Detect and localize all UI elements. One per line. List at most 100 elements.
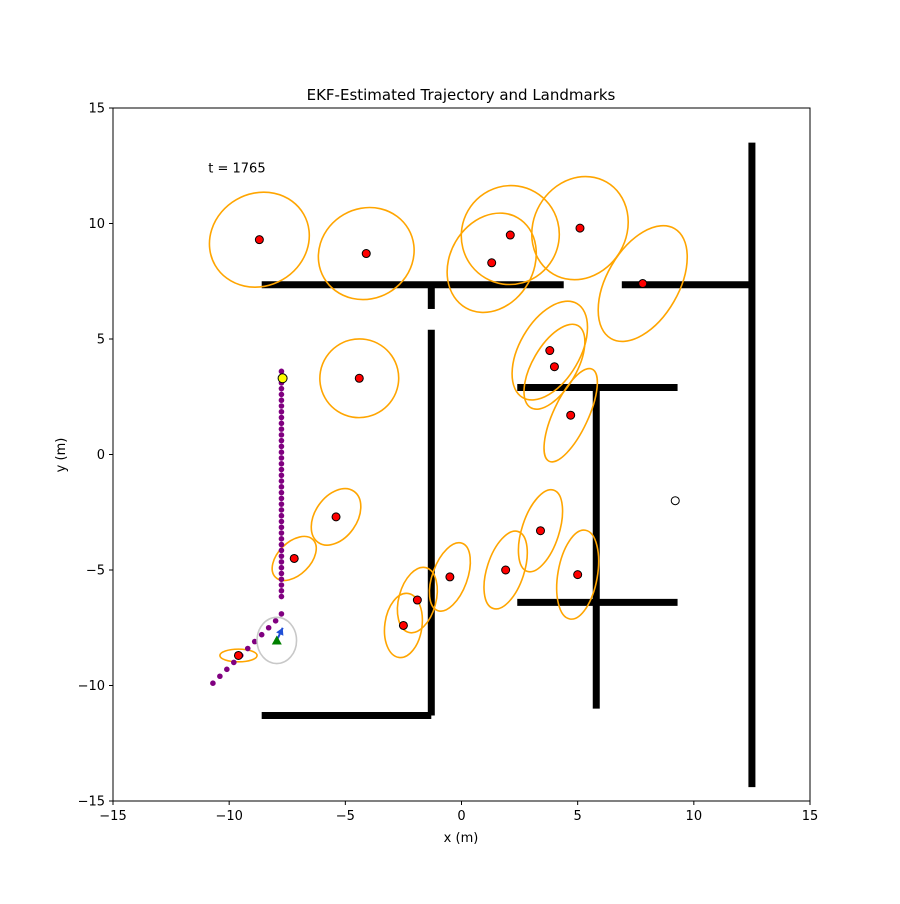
trajectory-point-10 <box>278 426 285 432</box>
trajectory-point-42 <box>265 624 272 631</box>
y-axis-label: y (m) <box>54 438 69 473</box>
trajectory-point-45 <box>244 645 251 652</box>
trajectory-point-3 <box>278 385 285 392</box>
landmark-point-4 <box>575 223 585 233</box>
ticks-layer: −15 −10 −5 0 5 10 15 −15 −10 −5 0 5 10 15 <box>78 102 819 825</box>
trajectory-point-5 <box>278 397 285 404</box>
landmark-point-10 <box>331 512 341 522</box>
trajectory-point-29 <box>278 536 285 542</box>
time-annotation: t = 1765 <box>208 162 265 177</box>
trajectory-point-43 <box>258 631 265 638</box>
trajectory-point-38 <box>278 587 285 594</box>
trajectory-point-26 <box>278 518 285 525</box>
trajectory-point-50 <box>210 680 216 686</box>
landmark-ellipse-0 <box>208 191 311 288</box>
trajectory-point-35 <box>278 570 285 577</box>
landmark-point-15 <box>573 570 583 580</box>
landmark-point-7 <box>549 362 559 372</box>
trajectory-point-34 <box>278 564 285 571</box>
trajectory-point-28 <box>278 530 285 536</box>
landmark-point-9 <box>354 373 364 383</box>
landmark-ellipse-13 <box>483 530 529 610</box>
trajectory-point-27 <box>278 524 285 531</box>
trajectory-point-47 <box>231 659 237 666</box>
trajectory-point-12 <box>278 437 285 444</box>
landmark-ellipse-15 <box>555 529 600 620</box>
trajectory-point-7 <box>278 408 285 415</box>
landmark-ellipse-2 <box>446 212 538 314</box>
landmark-point-2 <box>487 258 497 268</box>
y-tick-label-5: 10 <box>88 217 105 232</box>
trajectory-point-9 <box>278 420 285 427</box>
trajectory-point-6 <box>278 403 285 409</box>
trajectory-point-13 <box>278 443 285 450</box>
landmark-point-8 <box>566 410 576 420</box>
landmark-point-5 <box>638 279 648 289</box>
trajectory-point-24 <box>278 507 285 513</box>
x-axis-label: x (m) <box>444 831 479 846</box>
trajectory-point-0 <box>278 368 285 375</box>
landmark-ellipse-12 <box>428 541 472 612</box>
landmark-ellipse-3 <box>460 184 561 286</box>
trajectory-point-36 <box>278 576 285 583</box>
landmark-ellipse-6 <box>511 300 589 401</box>
y-tick-label-1: −10 <box>78 679 105 694</box>
trajectory-point-8 <box>278 414 285 421</box>
trajectory-point-33 <box>278 559 285 565</box>
robot-position-marker <box>271 635 282 645</box>
robot-heading-arrowhead <box>276 627 284 636</box>
trajectory-point-44 <box>251 638 258 645</box>
x-tick-label-4: 5 <box>574 809 582 824</box>
landmarks-layer <box>233 223 680 660</box>
landmark-point-11 <box>289 553 299 563</box>
y-tick-label-3: 0 <box>97 448 105 463</box>
x-tick-label-5: 10 <box>686 809 703 824</box>
landmark-ellipse-10 <box>310 487 362 546</box>
y-tick-label-2: −5 <box>86 564 105 579</box>
trajectory-point-20 <box>278 484 285 490</box>
landmark-point-12 <box>445 572 455 582</box>
trajectory-point-4 <box>278 391 285 398</box>
trajectory-point-16 <box>278 460 285 467</box>
robot-uncertainty-ellipse <box>256 616 298 665</box>
landmark-point-1 <box>361 249 371 259</box>
trajectory-point-22 <box>278 495 285 502</box>
landmark-point-6 <box>545 346 555 356</box>
x-tick-label-1: −10 <box>215 809 242 824</box>
trajectory-point-15 <box>278 455 285 461</box>
trajectory-point-40 <box>278 611 285 617</box>
landmark-ellipse-5 <box>597 224 689 343</box>
trajectory-point-25 <box>278 512 285 519</box>
y-tick-label-4: 5 <box>97 333 105 348</box>
x-tick-label-3: 0 <box>457 809 465 824</box>
unobserved-landmark-0 <box>670 496 680 506</box>
current-target-marker <box>277 373 288 384</box>
trajectory-point-11 <box>278 432 285 438</box>
trajectory-point-18 <box>278 472 285 479</box>
landmark-ellipse-1 <box>317 206 415 301</box>
landmark-point-14 <box>535 526 545 536</box>
x-tick-label-6: 15 <box>802 809 819 824</box>
x-tick-label-0: −15 <box>99 809 126 824</box>
trajectory-point-23 <box>278 501 285 507</box>
x-tick-label-2: −5 <box>336 809 355 824</box>
landmark-point-17 <box>398 620 408 630</box>
uncertainty-ellipses-layer <box>208 175 689 663</box>
landmark-point-18 <box>233 650 243 660</box>
trajectory-point-37 <box>278 582 285 588</box>
landmark-ellipse-14 <box>517 488 564 573</box>
landmark-point-3 <box>505 230 515 240</box>
trajectory-point-48 <box>224 666 230 673</box>
y-tick-label-0: −15 <box>78 795 105 810</box>
trajectory-point-30 <box>278 541 285 548</box>
trajectory-point-21 <box>278 489 285 496</box>
robot-layer <box>256 616 298 665</box>
landmark-point-0 <box>254 235 264 245</box>
trajectory-point-32 <box>278 553 285 559</box>
trajectory-point-41 <box>272 618 279 624</box>
trajectory-point-31 <box>278 547 285 554</box>
trajectory-point-14 <box>278 449 285 455</box>
